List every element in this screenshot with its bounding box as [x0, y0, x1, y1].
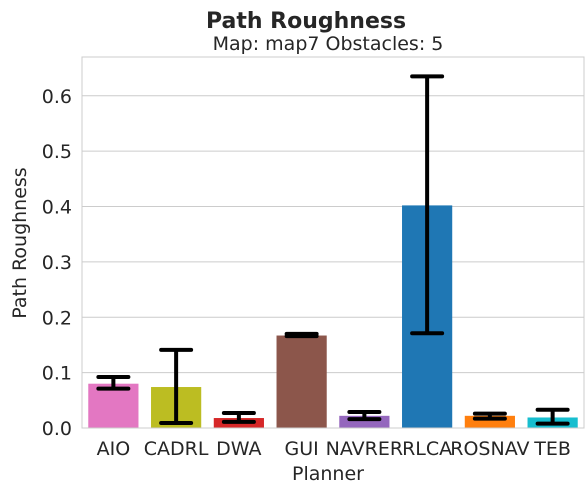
y-tick-label: 0.4 [42, 197, 72, 219]
x-tick-label: DWA [216, 438, 261, 460]
y-tick-label: 0.1 [42, 363, 72, 385]
chart-title: Map: map7 Obstacles: 5 [213, 33, 444, 55]
y-tick-label: 0.6 [42, 86, 72, 108]
x-tick-label: CADRL [144, 438, 209, 460]
y-tick-label: 0.5 [42, 141, 72, 163]
x-tick-label: GUI [285, 438, 319, 460]
x-tick-label: RLCA [402, 438, 452, 460]
y-tick-label: 0.3 [42, 252, 72, 274]
x-tick-label: ROSNAV [450, 438, 529, 460]
x-tick-label: NAVRER [326, 438, 403, 460]
x-tick-label: AIO [97, 438, 131, 460]
x-axis-label: Planner [292, 463, 364, 485]
error-bar-gui [287, 334, 317, 336]
y-axis-label: Path Roughness [9, 167, 31, 318]
x-tick-label: TEB [533, 438, 571, 460]
chart-suptitle: Path Roughness [206, 9, 406, 34]
y-tick-label: 0.0 [42, 418, 72, 440]
bar-gui [277, 336, 327, 428]
y-tick-label: 0.2 [42, 307, 72, 329]
